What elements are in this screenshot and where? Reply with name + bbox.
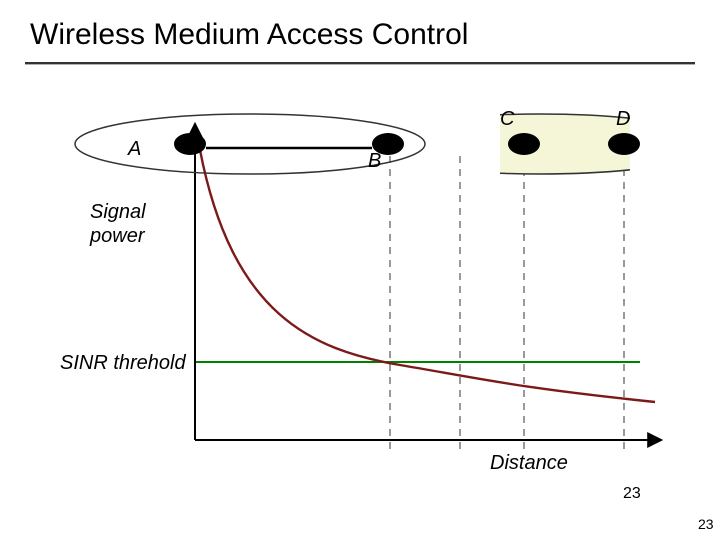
diagram-canvas — [0, 0, 720, 540]
slide: Wireless Medium Access Control — [0, 0, 720, 540]
page-number-corner: 23 — [698, 516, 714, 532]
node-c — [508, 133, 540, 155]
label-b: B — [368, 150, 381, 173]
label-sinr-threshold: SINR threhold — [60, 352, 186, 375]
label-signal-power: Signal power — [90, 200, 146, 248]
dashed-guides — [390, 156, 624, 450]
page-number-inner: 23 — [623, 485, 641, 503]
signal-power-curve — [200, 150, 655, 402]
label-c: C — [500, 108, 514, 131]
label-distance: Distance — [490, 452, 568, 475]
label-a: A — [128, 138, 141, 161]
label-d: D — [616, 108, 630, 131]
node-a — [174, 133, 206, 155]
node-d — [608, 133, 640, 155]
